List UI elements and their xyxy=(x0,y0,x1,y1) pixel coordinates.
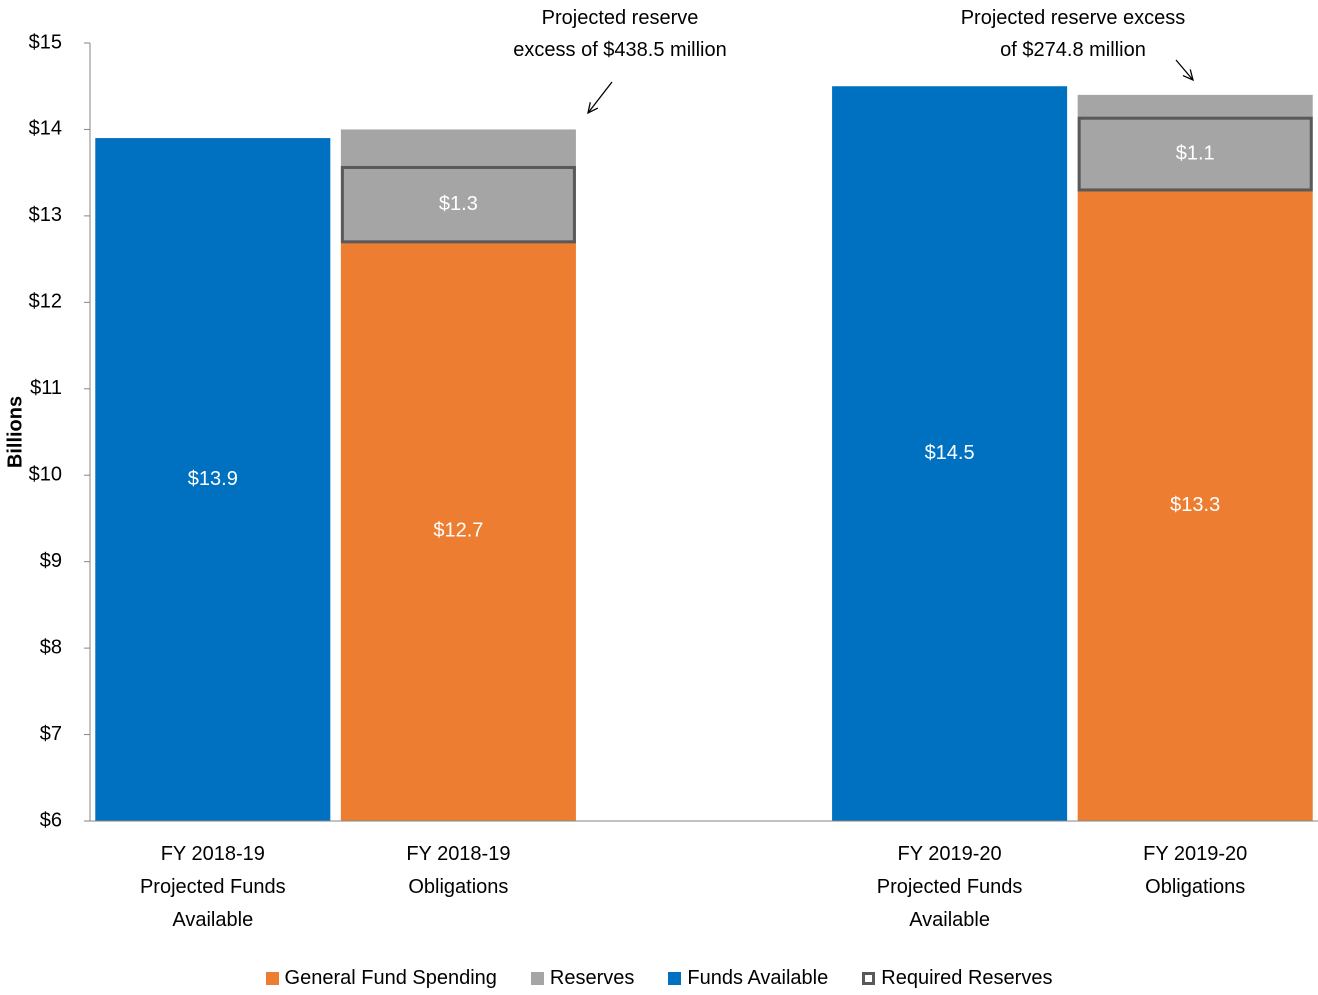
legend-swatch xyxy=(668,972,682,985)
legend-label: General Fund Spending xyxy=(284,967,497,989)
x-tick-label: FY 2019-20 Projected Funds Available xyxy=(876,843,1023,931)
x-tick-label: FY 2019-20 Obligations xyxy=(1143,843,1248,898)
data-label: $12.7 xyxy=(433,520,483,542)
legend-swatch xyxy=(530,972,544,985)
arrow-head xyxy=(1182,69,1194,82)
y-tick-label: $14 xyxy=(29,118,62,140)
y-tick-label: $8 xyxy=(40,636,62,658)
legend-swatch xyxy=(265,972,279,985)
bar xyxy=(95,138,331,822)
bar xyxy=(1077,189,1313,821)
y-tick-label: $11 xyxy=(30,377,62,399)
legend-item: Reserves xyxy=(530,967,635,990)
bar xyxy=(340,241,576,822)
legend-item: General Fund Spending xyxy=(265,967,497,990)
bar xyxy=(340,129,576,242)
data-label: $13.9 xyxy=(188,468,238,490)
y-tick-label: $10 xyxy=(29,464,62,486)
required-reserve-box xyxy=(1077,116,1313,192)
legend-label: Funds Available xyxy=(687,967,829,989)
legend-label: Required Reserves xyxy=(881,967,1053,989)
legend: General Fund Spending Reserves Funds Avail… xyxy=(0,967,1318,990)
bar xyxy=(832,86,1068,821)
y-tick-label: $6 xyxy=(40,809,62,831)
x-tick-label: FY 2018-19 Obligations xyxy=(406,843,511,898)
y-tick-label: $15 xyxy=(29,31,62,53)
annotation-arrow xyxy=(1175,59,1194,81)
bar xyxy=(1077,94,1313,190)
x-tick-label: FY 2018-19 Projected Funds Available xyxy=(139,843,286,931)
data-label: $1.3 xyxy=(439,193,478,215)
legend-item: Required Reserves xyxy=(862,967,1052,990)
legend-label: Reserves xyxy=(549,967,635,989)
y-axis-label: Billions xyxy=(4,396,26,468)
arrow-head xyxy=(587,102,599,115)
required-reserve-box xyxy=(340,165,576,244)
y-tick-label: $7 xyxy=(40,723,62,745)
annotation-arrow xyxy=(587,81,613,114)
annotation: Projected reserve excess of $438.5 milli… xyxy=(513,7,727,61)
legend-swatch xyxy=(862,972,876,985)
legend-item: Funds Available xyxy=(668,967,828,990)
y-tick-label: $12 xyxy=(29,291,62,313)
annotation: Projected reserve excess of $274.8 milli… xyxy=(960,7,1186,61)
data-label: $13.3 xyxy=(1170,494,1220,516)
data-label: $14.5 xyxy=(925,442,975,464)
y-tick-label: $13 xyxy=(29,204,62,226)
data-label: $1.1 xyxy=(1176,142,1215,164)
y-tick-label: $9 xyxy=(40,550,62,572)
